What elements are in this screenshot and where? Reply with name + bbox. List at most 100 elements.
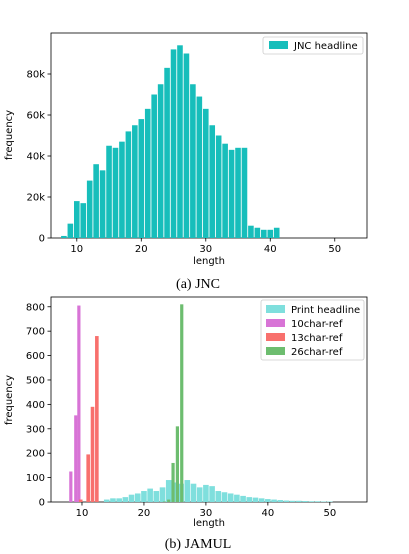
legend: JNC headline bbox=[262, 36, 364, 55]
bar-13char-ref bbox=[78, 499, 83, 502]
bar-print-headline bbox=[103, 499, 110, 502]
bar-jnc-headline bbox=[125, 131, 132, 238]
bar-print-headline bbox=[153, 491, 160, 502]
bar-jnc-headline bbox=[93, 164, 99, 238]
bar-jnc-headline bbox=[177, 45, 183, 238]
bar-jnc-headline bbox=[74, 201, 80, 238]
x-ticks: 10 20 30 40 50 bbox=[70, 238, 341, 255]
bar-print-headline bbox=[190, 483, 197, 502]
bar-jnc-headline bbox=[183, 53, 190, 238]
bar-print-headline bbox=[128, 494, 135, 502]
legend-label-print-headline: Print headline bbox=[291, 305, 360, 316]
y-ticks: 0 100 200 300 400 500 600 700 800 bbox=[26, 302, 51, 509]
bar-jnc-headline bbox=[99, 170, 106, 238]
bar-jnc-headline bbox=[228, 149, 235, 238]
y-tick-label: 40k bbox=[26, 152, 45, 163]
bar-jnc-headline bbox=[235, 147, 241, 238]
bar-print-headline bbox=[265, 499, 271, 502]
bar-print-headline bbox=[165, 480, 172, 502]
bar-print-headline bbox=[252, 497, 259, 502]
bar-13char-ref bbox=[95, 336, 99, 502]
bar-print-headline bbox=[172, 482, 178, 502]
bar-print-headline bbox=[215, 491, 222, 502]
legend-swatch-jnc-headline bbox=[269, 41, 288, 49]
bar-10char-ref bbox=[77, 305, 81, 502]
legend-swatch-10char-ref bbox=[266, 319, 285, 327]
plot-frame bbox=[50, 32, 368, 239]
bar-jnc-headline bbox=[170, 49, 177, 239]
bar-print-headline bbox=[147, 488, 153, 502]
bar-jnc-headline bbox=[112, 147, 119, 238]
bar-print-headline bbox=[203, 484, 209, 502]
bar-print-headline bbox=[271, 499, 277, 502]
x-tick-label: 40 bbox=[264, 244, 277, 255]
legend-label-jnc-headline: JNC headline bbox=[293, 41, 358, 52]
bar-jnc-headline bbox=[190, 84, 196, 238]
bar-jnc-headline bbox=[144, 108, 151, 238]
bar-jnc-headline bbox=[106, 145, 112, 238]
bar-print-headline bbox=[221, 492, 228, 502]
y-tick-label: 80k bbox=[26, 70, 45, 81]
legend-swatch-print-headline bbox=[266, 305, 285, 313]
bar-jnc-headline bbox=[215, 135, 222, 238]
y-tick-label: 0 bbox=[39, 498, 45, 509]
bar-jnc-headline bbox=[222, 143, 228, 238]
x-tick-label: 10 bbox=[70, 244, 83, 255]
x-tick-label: 40 bbox=[261, 508, 274, 519]
legend-swatch-26char-ref bbox=[266, 347, 285, 355]
legend-box bbox=[260, 299, 365, 361]
legend-swatch-13char-ref bbox=[266, 333, 285, 341]
x-tick-label: 30 bbox=[199, 244, 212, 255]
bar-jnc-headline bbox=[80, 203, 87, 238]
x-tick-label: 50 bbox=[323, 508, 336, 519]
bar-print-headline bbox=[308, 501, 315, 502]
x-tick-label: 50 bbox=[328, 244, 341, 255]
y-tick-label: 500 bbox=[26, 375, 45, 386]
bar-jnc-headline bbox=[273, 227, 280, 238]
caption: (b) JAMUL bbox=[165, 537, 232, 552]
chart-jnc: 10 20 30 40 50 0 20k 40k 60k 80k length frequenc… bbox=[4, 32, 368, 292]
bar-jnc-headline bbox=[248, 225, 254, 238]
legend-label-10char-ref: 10char-ref bbox=[291, 319, 343, 330]
bar-jnc-headline bbox=[202, 108, 209, 238]
y-ticks: 0 20k 40k 60k 80k bbox=[26, 70, 51, 245]
bar-print-headline bbox=[209, 486, 215, 502]
bar-26char-ref bbox=[171, 462, 175, 502]
bar-10char-ref bbox=[69, 471, 73, 502]
bar-print-headline bbox=[227, 493, 234, 502]
bar-print-headline bbox=[196, 487, 203, 502]
y-tick-label: 700 bbox=[26, 327, 45, 338]
plot-frame bbox=[50, 296, 368, 503]
bar-print-headline bbox=[110, 498, 116, 502]
bar-print-headline bbox=[302, 501, 308, 502]
legend-label-26char-ref: 26char-ref bbox=[291, 347, 343, 358]
bar-jnc-headline bbox=[254, 227, 261, 238]
y-tick-label: 200 bbox=[26, 449, 45, 460]
bar-print-headline bbox=[246, 497, 253, 502]
y-tick-label: 20k bbox=[26, 193, 45, 204]
bar-jnc-headline bbox=[267, 229, 274, 238]
bar-print-headline bbox=[240, 495, 246, 502]
y-tick-label: 300 bbox=[26, 424, 45, 435]
x-tick-label: 30 bbox=[200, 508, 213, 519]
legend: Print headline 10char-ref 13char-ref 26char… bbox=[260, 299, 365, 361]
bar-26char-ref bbox=[175, 426, 179, 502]
bar-print-headline bbox=[134, 493, 141, 502]
bar-10char-ref bbox=[74, 415, 78, 502]
plot-area: 10 20 30 40 50 0 20k 40k 60k 80k bbox=[26, 32, 368, 255]
bar-print-headline bbox=[289, 500, 296, 502]
y-tick-label: 0 bbox=[39, 234, 45, 245]
bar-jnc-headline bbox=[138, 119, 145, 238]
bar-jnc-headline bbox=[119, 141, 125, 238]
bar-jnc-headline bbox=[241, 147, 248, 238]
caption: (a) JNC bbox=[176, 277, 220, 292]
bar-print-headline bbox=[296, 500, 302, 502]
bar-13char-ref bbox=[90, 406, 95, 502]
legend-label-13char-ref: 13char-ref bbox=[291, 333, 343, 344]
bar-26char-ref bbox=[167, 499, 171, 502]
bar-print-headline bbox=[141, 491, 147, 502]
y-tick-label: 400 bbox=[26, 400, 45, 411]
bar-jnc-headline bbox=[164, 67, 170, 238]
bar-13char-ref bbox=[86, 454, 90, 502]
bar-jnc-headline bbox=[61, 235, 67, 238]
